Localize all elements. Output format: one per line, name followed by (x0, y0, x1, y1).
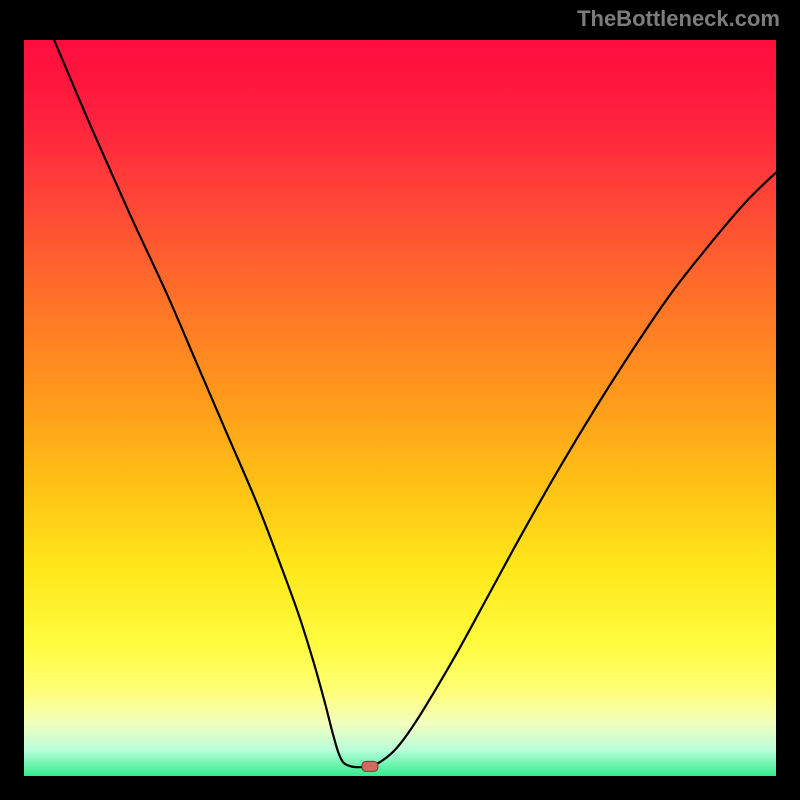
watermark: TheBottleneck.com (577, 6, 780, 32)
minimum-marker (362, 761, 378, 771)
plot-svg (24, 40, 776, 776)
bottleneck-curve (54, 40, 776, 767)
plot-area (24, 40, 776, 776)
plot-frame (20, 36, 780, 780)
